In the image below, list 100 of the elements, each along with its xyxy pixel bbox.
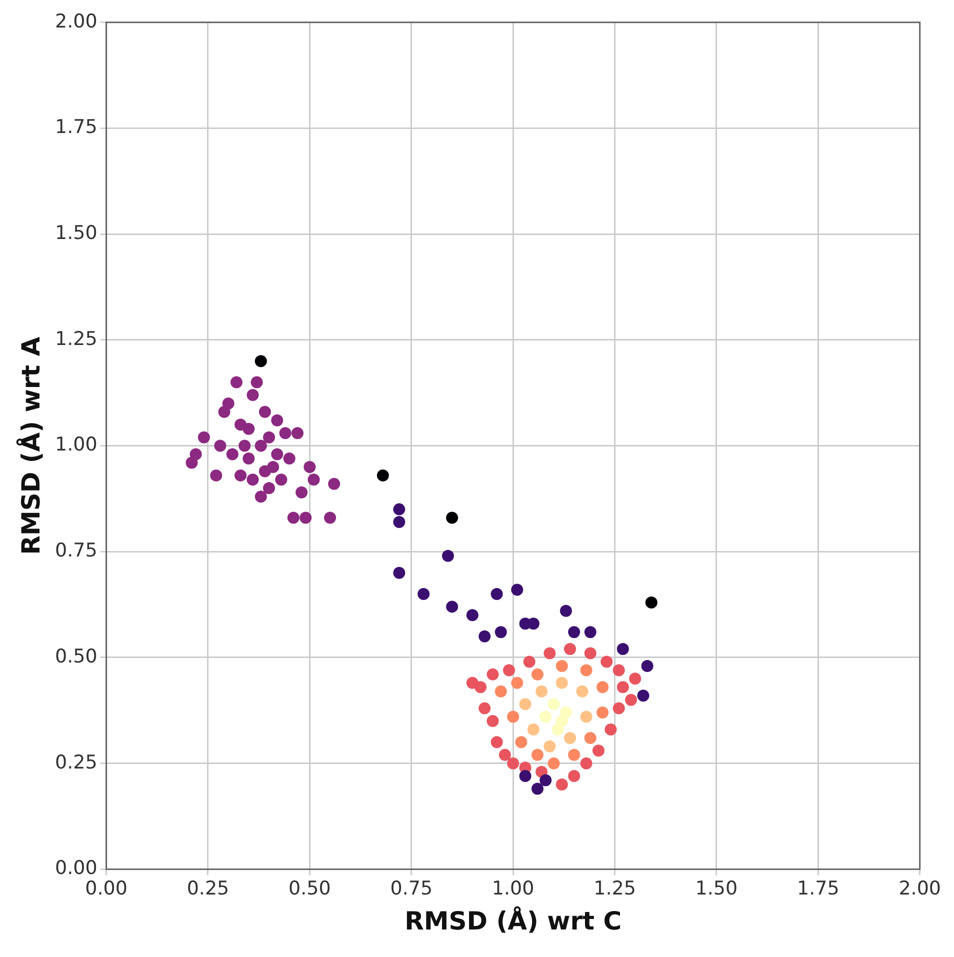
point bbox=[490, 736, 503, 748]
point bbox=[637, 690, 650, 702]
point bbox=[446, 512, 458, 524]
point bbox=[283, 452, 296, 464]
x-tick-label: 1.50 bbox=[695, 878, 738, 900]
point bbox=[198, 431, 210, 444]
point bbox=[246, 474, 259, 486]
point bbox=[544, 647, 556, 660]
point bbox=[254, 490, 267, 503]
y-tick-label: 0.00 bbox=[54, 857, 98, 880]
point bbox=[556, 715, 568, 728]
point bbox=[258, 465, 271, 478]
y-tick-label: 1.75 bbox=[54, 116, 98, 138]
point bbox=[494, 626, 507, 638]
point bbox=[254, 355, 267, 368]
point bbox=[568, 770, 580, 782]
point bbox=[442, 550, 454, 562]
point bbox=[300, 512, 312, 524]
x-tick-label: 1.25 bbox=[594, 878, 636, 900]
point bbox=[592, 744, 604, 757]
point bbox=[258, 406, 271, 418]
point bbox=[190, 448, 202, 460]
point bbox=[494, 685, 507, 698]
y-tick-label: 2.00 bbox=[54, 10, 98, 32]
point bbox=[560, 604, 572, 617]
point bbox=[214, 440, 226, 452]
point bbox=[600, 656, 613, 668]
point bbox=[279, 427, 292, 440]
point bbox=[548, 698, 560, 710]
x-tick-label: 0.00 bbox=[85, 878, 128, 900]
point bbox=[556, 676, 568, 689]
point bbox=[596, 706, 609, 719]
point bbox=[271, 414, 284, 426]
point bbox=[328, 478, 340, 490]
y-axis-title: RMSD (Å) wrt A bbox=[16, 336, 46, 555]
x-tick-label: 1.00 bbox=[492, 878, 534, 900]
point bbox=[584, 732, 596, 744]
point bbox=[556, 778, 568, 791]
point bbox=[629, 672, 642, 685]
point bbox=[612, 702, 625, 714]
point bbox=[238, 440, 251, 452]
point bbox=[540, 710, 552, 723]
point bbox=[242, 422, 255, 435]
point bbox=[511, 584, 524, 596]
point bbox=[308, 474, 320, 486]
x-tick-label: 2.00 bbox=[898, 878, 942, 900]
point bbox=[531, 748, 544, 761]
point bbox=[230, 376, 242, 388]
point bbox=[263, 482, 276, 494]
point bbox=[486, 715, 499, 728]
point bbox=[376, 469, 389, 482]
point bbox=[568, 626, 580, 638]
x-tick-label: 1.75 bbox=[797, 878, 840, 900]
point bbox=[596, 681, 609, 694]
point bbox=[580, 664, 592, 676]
point bbox=[507, 757, 520, 770]
point bbox=[584, 626, 596, 638]
point bbox=[580, 757, 592, 770]
point bbox=[645, 596, 658, 608]
point bbox=[515, 736, 528, 748]
point bbox=[226, 448, 238, 460]
point bbox=[568, 748, 580, 761]
point bbox=[287, 512, 300, 524]
point bbox=[210, 469, 222, 482]
point bbox=[616, 643, 629, 656]
point bbox=[584, 647, 596, 660]
point bbox=[527, 723, 540, 736]
point bbox=[511, 676, 524, 689]
point bbox=[503, 664, 516, 676]
point bbox=[242, 452, 255, 464]
point bbox=[304, 460, 316, 473]
point bbox=[498, 748, 511, 761]
point bbox=[478, 702, 491, 714]
point bbox=[544, 740, 556, 752]
point bbox=[393, 566, 406, 579]
x-tick-label: 0.25 bbox=[186, 878, 230, 900]
point bbox=[564, 643, 576, 656]
point bbox=[564, 732, 576, 744]
point bbox=[324, 512, 336, 524]
point bbox=[507, 710, 520, 723]
point bbox=[466, 609, 478, 622]
point bbox=[490, 588, 503, 600]
point bbox=[246, 388, 259, 401]
x-tick-label: 0.50 bbox=[288, 878, 331, 900]
point bbox=[222, 397, 234, 410]
point bbox=[234, 469, 247, 482]
point bbox=[519, 770, 532, 782]
point bbox=[536, 685, 548, 698]
point bbox=[275, 474, 288, 486]
point bbox=[625, 694, 638, 706]
x-axis-title: RMSD (Å) wrt C bbox=[404, 906, 622, 936]
y-tick-label: 1.50 bbox=[54, 222, 98, 244]
point bbox=[393, 516, 406, 528]
point bbox=[296, 486, 308, 498]
y-tick-label: 0.25 bbox=[54, 751, 98, 774]
point bbox=[576, 685, 588, 698]
point bbox=[271, 448, 284, 460]
point bbox=[612, 664, 625, 676]
point bbox=[478, 630, 491, 642]
point bbox=[556, 660, 568, 672]
